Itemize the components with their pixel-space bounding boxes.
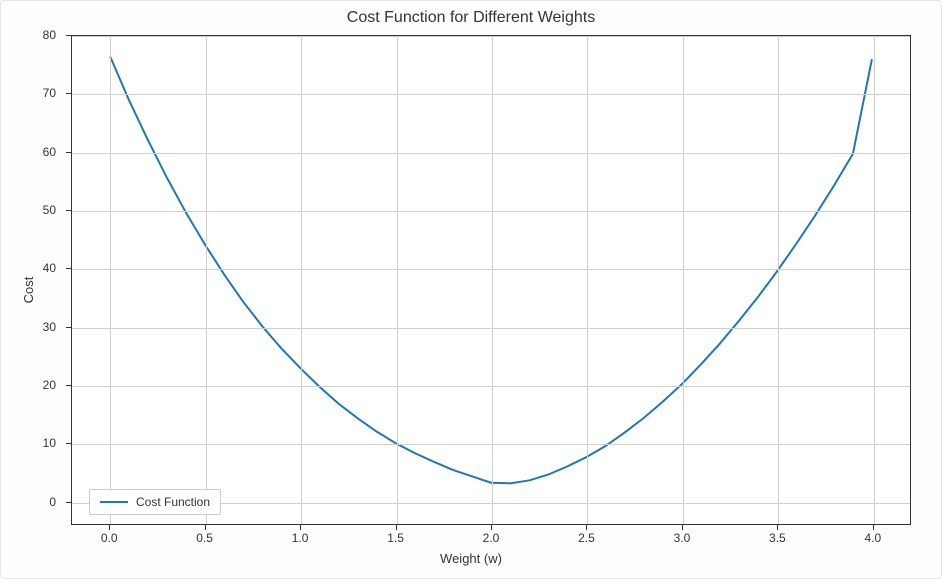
x-tick xyxy=(777,525,778,530)
y-tick-label: 50 xyxy=(43,203,56,217)
cost-function-curve xyxy=(72,36,910,524)
grid-line-vertical xyxy=(301,36,302,524)
x-tick xyxy=(586,525,587,530)
x-tick-label: 1.0 xyxy=(292,531,309,545)
x-tick-label: 3.5 xyxy=(769,531,786,545)
grid-line-vertical xyxy=(206,36,207,524)
x-tick xyxy=(300,525,301,530)
y-tick xyxy=(66,210,71,211)
grid-line-horizontal xyxy=(72,94,910,95)
grid-line-vertical xyxy=(492,36,493,524)
x-tick xyxy=(109,525,110,530)
grid-line-vertical xyxy=(683,36,684,524)
grid-line-vertical xyxy=(778,36,779,524)
x-tick-label: 0.0 xyxy=(101,531,118,545)
x-axis-label: Weight (w) xyxy=(1,551,941,566)
x-tick-label: 0.5 xyxy=(196,531,213,545)
chart-title: Cost Function for Different Weights xyxy=(1,9,941,27)
grid-line-horizontal xyxy=(72,36,910,37)
y-tick-label: 10 xyxy=(43,436,56,450)
y-tick-label: 30 xyxy=(43,320,56,334)
grid-line-vertical xyxy=(874,36,875,524)
y-tick-label: 70 xyxy=(43,86,56,100)
y-tick xyxy=(66,268,71,269)
y-tick xyxy=(66,152,71,153)
grid-line-vertical xyxy=(110,36,111,524)
x-tick xyxy=(873,525,874,530)
legend: Cost Function xyxy=(89,489,221,515)
y-tick-label: 20 xyxy=(43,378,56,392)
x-tick xyxy=(205,525,206,530)
legend-swatch xyxy=(100,501,128,503)
x-tick xyxy=(396,525,397,530)
grid-line-horizontal xyxy=(72,444,910,445)
y-tick xyxy=(66,502,71,503)
chart-container: Cost Function for Different Weights Cost… xyxy=(0,0,942,579)
x-tick-label: 2.0 xyxy=(483,531,500,545)
grid-line-horizontal xyxy=(72,269,910,270)
grid-line-vertical xyxy=(587,36,588,524)
grid-line-horizontal xyxy=(72,211,910,212)
grid-line-horizontal xyxy=(72,153,910,154)
x-tick xyxy=(682,525,683,530)
x-tick xyxy=(491,525,492,530)
x-tick-label: 3.0 xyxy=(674,531,691,545)
y-axis-label: Cost xyxy=(21,276,36,303)
y-tick xyxy=(66,385,71,386)
grid-line-horizontal xyxy=(72,386,910,387)
grid-line-vertical xyxy=(397,36,398,524)
legend-label: Cost Function xyxy=(136,495,210,509)
y-tick-label: 60 xyxy=(43,145,56,159)
x-tick-label: 4.0 xyxy=(864,531,881,545)
y-tick xyxy=(66,93,71,94)
y-tick-label: 40 xyxy=(43,261,56,275)
y-tick-label: 80 xyxy=(43,28,56,42)
y-tick-label: 0 xyxy=(49,495,56,509)
plot-area xyxy=(71,35,911,525)
x-tick-label: 2.5 xyxy=(578,531,595,545)
y-tick xyxy=(66,35,71,36)
x-tick-label: 1.5 xyxy=(387,531,404,545)
y-tick xyxy=(66,443,71,444)
y-tick xyxy=(66,327,71,328)
grid-line-horizontal xyxy=(72,328,910,329)
